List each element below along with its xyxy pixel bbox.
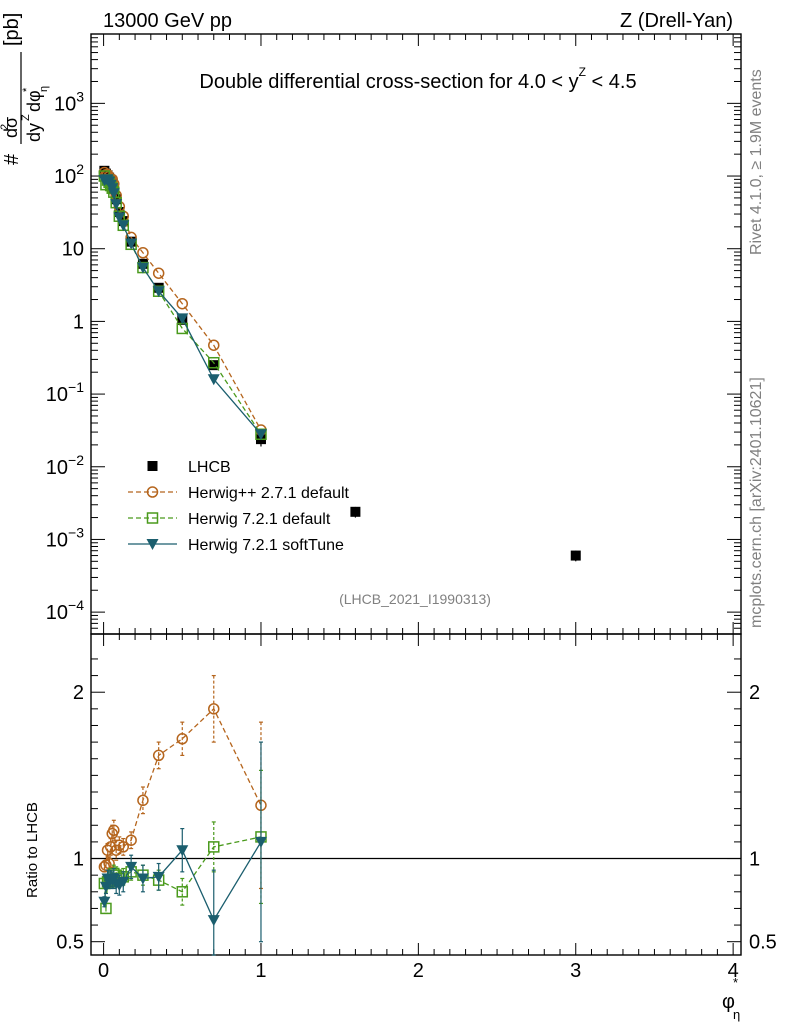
svg-text:*: * (733, 975, 738, 990)
svg-text:*: * (21, 87, 33, 92)
series-herwig-7-2-1-default (98, 170, 267, 441)
ratio-y-tick-label-right: 1 (749, 849, 760, 871)
x-tick-label: 3 (570, 960, 581, 982)
ratio-point (125, 861, 138, 873)
ratio-point (176, 886, 189, 898)
data-point (208, 339, 220, 351)
svg-text:2: 2 (0, 124, 11, 130)
data-point (107, 188, 120, 200)
svg-text:#: # (1, 153, 23, 165)
data-point (125, 238, 138, 250)
y-tick-label: 10−4 (46, 597, 84, 624)
data-point (117, 220, 130, 232)
legend-marker (146, 486, 159, 498)
data-point (570, 550, 581, 561)
ratio-y-tick-label: 0.5 (56, 932, 84, 954)
y-tick-label: 10 (62, 239, 84, 261)
ratio-point (176, 845, 189, 857)
legend-item: Herwig 7.2.1 default (128, 511, 331, 528)
data-point (350, 506, 361, 517)
ratio-series-herwig-7-2-1-softtune (98, 741, 267, 956)
series-herwig-2-7-1-default (98, 166, 267, 436)
x-tick-label: 2 (413, 960, 424, 982)
svg-text:Z: Z (20, 114, 32, 121)
ratio-point (254, 836, 267, 848)
legend: LHCB Herwig++ 2.7.1 default Herwig 7.2.1 d… (128, 459, 350, 554)
x-tick-label: 0 (98, 960, 109, 982)
data-point (152, 267, 165, 279)
svg-text:η: η (733, 1007, 740, 1022)
data-point (113, 212, 126, 224)
data-point (176, 297, 189, 310)
data-point (208, 356, 220, 369)
legend-marker (146, 539, 159, 550)
chart-title: Double differential cross-section for 4.… (199, 65, 636, 93)
data-point (152, 286, 165, 298)
y-tick-label: 10−3 (46, 524, 84, 551)
y-tick-label: 102 (54, 161, 84, 188)
ratio-point (101, 844, 114, 856)
x-axis-label: φ * η (722, 975, 740, 1022)
rivet-version-label: Rivet 4.1.0, ≥ 1.9M events (748, 69, 765, 255)
svg-text:dφ: dφ (24, 90, 44, 112)
header-process-label: Z (Drell-Yan) (620, 10, 733, 32)
ratio-y-axis-label: Ratio to LHCB (24, 802, 41, 898)
ratio-point (137, 794, 149, 807)
x-tick-label: 4 (728, 960, 739, 982)
ratio-y-tick-label: 2 (73, 682, 84, 704)
legend-item: Herwig++ 2.7.1 default (128, 485, 350, 502)
legend-item: Herwig 7.2.1 softTune (128, 537, 344, 554)
ratio-point (152, 749, 165, 762)
header-energy-label: 13000 GeV pp (103, 10, 232, 32)
ratio-point (98, 896, 111, 908)
y-tick-label: 1 (73, 311, 84, 333)
ratio-y-tick-label-right: 2 (749, 682, 760, 704)
data-point (208, 360, 219, 371)
legend-label: LHCB (188, 459, 231, 476)
ratio-point (152, 871, 165, 883)
ratio-point (176, 733, 189, 745)
ratio-point (125, 834, 137, 846)
y-tick-label: 10−2 (46, 452, 84, 479)
x-tick-label: 1 (255, 960, 266, 982)
ratio-y-tick-label-right: 0.5 (749, 932, 777, 954)
ratio-plot-frame (90, 633, 742, 956)
data-point (254, 429, 267, 441)
y-tick-label: 10−1 (46, 379, 84, 406)
legend-label: Herwig 7.2.1 softTune (188, 537, 344, 554)
ratio-point (117, 876, 130, 888)
ratio-point (208, 703, 220, 715)
series-line (103, 172, 262, 431)
data-point (110, 199, 123, 211)
svg-text:dσ: dσ (1, 117, 21, 138)
legend-label: Herwig++ 2.7.1 default (188, 485, 350, 502)
ratio-point (207, 915, 220, 927)
svg-text:φ: φ (722, 991, 735, 1013)
svg-text:η: η (38, 86, 50, 92)
main-y-axis-label: # dσ 2 dy Z dφ η * [pb] (0, 13, 50, 165)
legend-marker (147, 461, 158, 471)
legend-label: Herwig 7.2.1 default (188, 511, 331, 528)
analysis-id-label: (LHCB_2021_I1990313) (339, 591, 491, 607)
data-point (176, 313, 189, 325)
mcplots-label: mcplots.cern.ch [arXiv:2401.10621] (748, 377, 765, 628)
legend-item: LHCB (147, 459, 231, 476)
svg-text:[pb]: [pb] (1, 13, 23, 46)
ratio-y-tick-label: 1 (73, 849, 84, 871)
series-herwig-7-2-1-softtune (98, 174, 267, 441)
ratio-point (136, 873, 149, 885)
y-tick-label: 103 (54, 88, 84, 115)
data-point (137, 247, 149, 259)
ratio-point (208, 841, 220, 853)
ratio-point (108, 824, 120, 837)
ratio-point (117, 841, 130, 853)
svg-text:dy: dy (24, 123, 44, 142)
legend-marker (146, 512, 159, 524)
data-point (207, 374, 220, 386)
data-point (136, 262, 149, 274)
